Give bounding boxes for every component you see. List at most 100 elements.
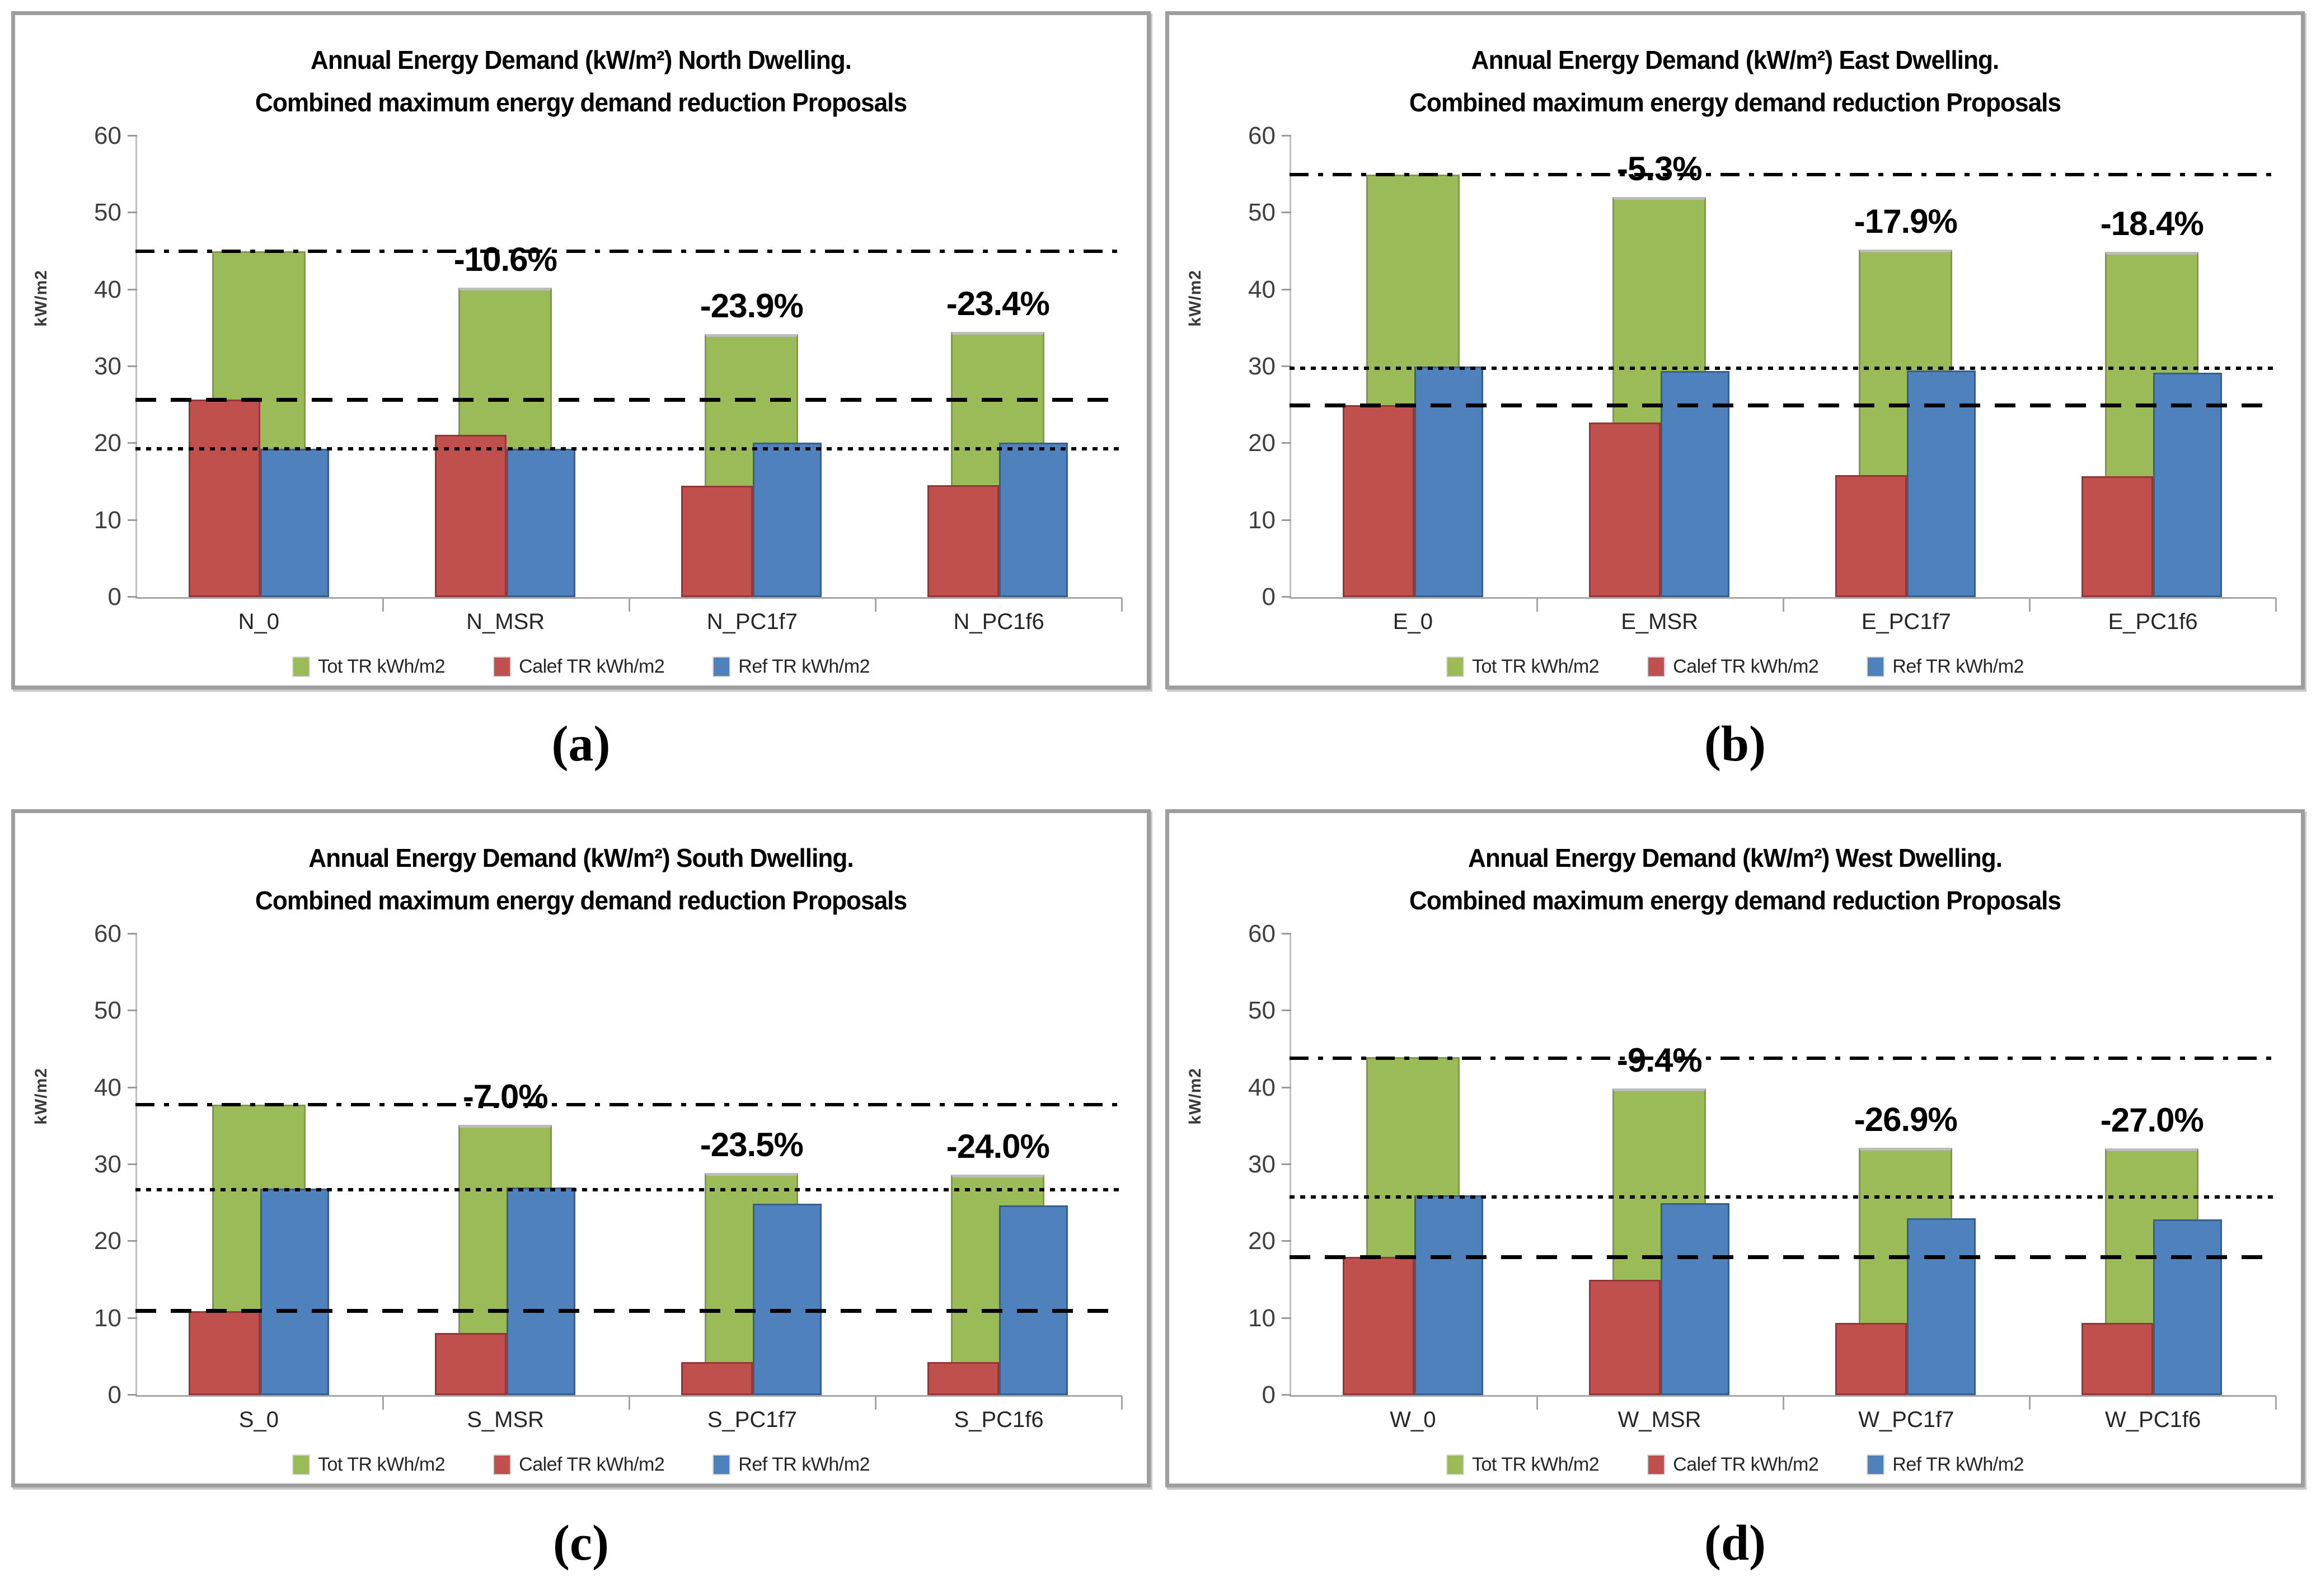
y-tick-label: 30	[1248, 353, 1276, 380]
plot-area: 0 10 20 30 40 50 60 -10.6% -23.9% -23.4%	[94, 123, 1123, 612]
panel-caption-a: (a)	[551, 716, 611, 772]
x-category-label: S_0	[238, 1407, 279, 1432]
x-category-label: S_MSR	[467, 1407, 545, 1432]
x-axis-labels: W_0 W_MSR W_PC1f7 W_PC1f6	[1290, 1407, 2276, 1433]
legend-swatch-green	[1446, 1454, 1464, 1475]
x-tick-mark	[629, 1396, 630, 1410]
reference-line-dotted	[1290, 366, 2276, 370]
chart-title-line2: Combined maximum energy demand reduction…	[255, 886, 907, 915]
pct-reduction-annotation: -23.9%	[700, 287, 804, 325]
y-tick-label: 10	[1248, 1304, 1276, 1332]
bar-calef-N_0	[189, 400, 260, 597]
y-tick-label: 30	[94, 353, 121, 380]
x-tick-mark	[875, 1396, 876, 1410]
chart-legend: Tot TR kWh/m2 Calef TR kWh/m2 Ref TR kWh…	[15, 1454, 1147, 1476]
bar-ref-S_PC1f6	[999, 1205, 1068, 1395]
x-category-label: E_PC1f7	[1861, 609, 1951, 634]
chart-panel-north: Annual Energy Demand (kW/m²) North Dwell…	[11, 11, 1151, 689]
x-tick-mark	[2029, 598, 2031, 612]
y-tick-mark	[1282, 519, 1291, 521]
bar-ref-N_0	[260, 448, 330, 597]
pct-reduction-annotation: -5.3%	[1616, 149, 1703, 187]
pct-reduction-annotation: -23.5%	[700, 1126, 804, 1164]
x-axis-labels: N_0 N_MSR N_PC1f7 N_PC1f6	[135, 609, 1122, 635]
x-category-label: W_PC1f6	[2105, 1407, 2201, 1432]
reference-line-dashdot	[135, 250, 1122, 253]
bar-calef-N_MSR	[435, 435, 507, 597]
x-category-label: N_PC1f6	[953, 609, 1044, 634]
y-tick-mark	[128, 288, 137, 290]
bar-ref-S_0	[260, 1188, 330, 1395]
chart-title-line1: Annual Energy Demand (kW/m²) East Dwelli…	[1471, 45, 2000, 74]
y-tick-label: 20	[1248, 429, 1276, 457]
legend-label: Calef TR kWh/m2	[1673, 656, 1819, 677]
y-tick-label: 60	[94, 920, 121, 947]
y-tick-label: 0	[1262, 583, 1276, 611]
y-tick-label: 10	[94, 506, 121, 534]
legend-label: Calef TR kWh/m2	[519, 656, 665, 677]
plot-area: 0 10 20 30 40 50 60 -7.0% -23.5% -24.0%	[94, 921, 1123, 1410]
y-tick-label: 20	[94, 429, 121, 457]
bar-ref-N_PC1f6	[999, 442, 1068, 597]
y-tick-label: 0	[107, 1381, 121, 1409]
legend-swatch-red	[1647, 656, 1666, 677]
legend-swatch-green	[292, 1454, 310, 1475]
bar-ref-E_0	[1414, 367, 1484, 597]
legend-swatch-blue	[1867, 1454, 1885, 1475]
y-tick-mark	[1282, 212, 1291, 214]
y-axis-label: kW/m2	[1186, 270, 1204, 327]
legend-item-tot: Tot TR kWh/m2	[292, 656, 446, 678]
bar-ref-S_PC1f7	[753, 1204, 822, 1395]
legend-swatch-red	[493, 656, 512, 677]
y-axis-label: kW/m2	[32, 270, 50, 327]
bar-calef-N_PC1f7	[681, 485, 753, 597]
pct-reduction-annotation: -23.4%	[946, 285, 1050, 323]
bar-calef-W_PC1f6	[2081, 1322, 2153, 1395]
y-tick-label: 10	[1248, 506, 1276, 534]
bar-calef-W_PC1f7	[1835, 1322, 1907, 1395]
legend-item-tot: Tot TR kWh/m2	[292, 1454, 446, 1476]
x-category-label: S_PC1f6	[954, 1407, 1044, 1432]
y-tick-label: 60	[1248, 122, 1276, 149]
x-tick-mark	[1121, 1396, 1123, 1410]
bar-ref-E_PC1f6	[2153, 373, 2223, 597]
y-tick-label: 10	[94, 1304, 121, 1332]
legend-label: Calef TR kWh/m2	[1673, 1454, 1819, 1475]
y-tick-mark	[1282, 365, 1291, 367]
y-tick-mark	[128, 1163, 137, 1165]
legend-item-ref: Ref TR kWh/m2	[712, 1454, 870, 1476]
chart-title-line2: Combined maximum energy demand reduction…	[255, 88, 907, 117]
y-axis-label: kW/m2	[32, 1068, 50, 1125]
chart-title-line2: Combined maximum energy demand reduction…	[1409, 88, 2061, 117]
y-tick-mark	[128, 1394, 137, 1396]
y-tick-mark	[128, 1086, 137, 1088]
chart-title-line1: Annual Energy Demand (kW/m²) South Dwell…	[308, 843, 854, 872]
x-tick-mark	[2029, 1396, 2031, 1410]
bar-calef-E_PC1f7	[1835, 475, 1907, 597]
x-category-label: N_PC1f7	[706, 609, 798, 634]
legend-swatch-green	[1446, 656, 1464, 677]
y-tick-mark	[128, 1317, 137, 1319]
x-tick-mark	[1536, 1396, 1538, 1410]
pct-reduction-annotation: -7.0%	[462, 1077, 548, 1115]
y-tick-mark	[128, 135, 137, 137]
chart-title-line2: Combined maximum energy demand reduction…	[1409, 886, 2061, 915]
y-tick-label: 50	[94, 199, 121, 227]
legend-swatch-blue	[712, 1454, 731, 1475]
pct-reduction-annotation: -18.4%	[2100, 205, 2204, 243]
reference-line-dashed	[135, 398, 1122, 402]
legend-label: Tot TR kWh/m2	[1472, 1454, 1600, 1475]
bar-calef-W_0	[1343, 1256, 1414, 1395]
panel-caption-d: (d)	[1704, 1515, 1766, 1571]
chart-panel-south: Annual Energy Demand (kW/m²) South Dwell…	[11, 809, 1151, 1487]
chart-title: Annual Energy Demand (kW/m²) West Dwelli…	[1192, 837, 2278, 922]
bar-ref-W_0	[1414, 1195, 1484, 1395]
bar-calef-E_MSR	[1589, 423, 1661, 597]
bar-ref-E_PC1f7	[1907, 370, 1976, 597]
legend-item-ref: Ref TR kWh/m2	[1867, 656, 2024, 678]
x-category-label: N_MSR	[466, 609, 545, 634]
reference-line-dotted	[1290, 1195, 2276, 1199]
y-tick-mark	[1282, 596, 1291, 598]
x-tick-mark	[1121, 598, 1123, 612]
